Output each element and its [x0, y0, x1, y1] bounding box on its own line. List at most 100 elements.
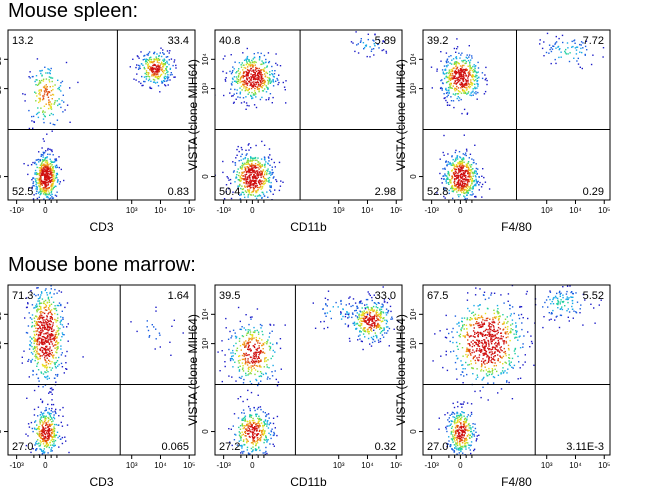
event-dot	[43, 164, 45, 167]
event-dot	[443, 97, 445, 100]
event-dot	[48, 181, 50, 183]
event-dot	[254, 186, 256, 188]
event-dot	[242, 417, 245, 419]
event-dot	[262, 191, 264, 194]
event-dot	[475, 170, 477, 172]
event-dot	[57, 424, 59, 426]
event-dot	[244, 428, 247, 430]
event-dot	[244, 79, 246, 82]
event-dot	[175, 67, 177, 69]
event-dot	[253, 94, 256, 96]
event-dot	[264, 157, 266, 159]
event-dot	[361, 307, 363, 309]
event-dot	[259, 439, 261, 441]
event-dot	[50, 328, 53, 330]
event-dot	[64, 306, 66, 309]
event-dot	[248, 456, 249, 457]
event-dot	[233, 68, 235, 70]
event-dot	[40, 307, 42, 309]
event-dot	[37, 439, 39, 441]
event-dot	[243, 352, 245, 355]
event-dot	[264, 439, 266, 441]
event-dot	[269, 434, 272, 436]
event-dot	[377, 339, 380, 341]
event-dot	[576, 46, 579, 48]
event-dot	[38, 435, 41, 438]
event-dot	[368, 324, 370, 326]
event-dot	[458, 165, 460, 167]
event-dot	[37, 294, 39, 296]
event-dot	[374, 314, 376, 316]
event-dot	[64, 436, 66, 438]
event-dot	[247, 75, 249, 77]
event-dot	[164, 85, 167, 87]
event-dot	[252, 188, 255, 190]
event-dot	[239, 437, 242, 439]
event-dot	[49, 415, 51, 417]
event-dot	[260, 437, 262, 439]
event-dot	[156, 66, 158, 68]
event-dot	[40, 449, 43, 451]
event-dot	[466, 93, 468, 95]
event-dot	[455, 64, 457, 66]
event-dot	[39, 170, 42, 172]
event-dot	[444, 173, 446, 175]
event-dot	[238, 355, 241, 357]
event-dot	[39, 187, 42, 189]
event-dot	[240, 85, 243, 88]
event-dot	[46, 302, 49, 304]
event-dot	[227, 177, 229, 179]
event-dot	[65, 362, 67, 364]
event-dot	[447, 80, 450, 83]
event-dot	[251, 176, 254, 178]
event-dot	[48, 446, 50, 449]
event-dot	[38, 177, 41, 179]
event-dot	[244, 430, 246, 433]
event-dot	[270, 81, 272, 84]
event-dot	[147, 79, 150, 82]
event-dot	[250, 318, 252, 320]
event-dot	[42, 118, 45, 120]
event-dot	[445, 60, 447, 63]
event-dot	[129, 66, 131, 68]
event-dot	[459, 183, 461, 185]
event-dot	[43, 420, 46, 423]
event-dot	[41, 324, 43, 326]
event-dot	[457, 78, 460, 80]
event-dot	[461, 187, 463, 189]
event-dot	[253, 76, 255, 78]
event-dot	[250, 83, 253, 85]
event-dot	[47, 421, 49, 423]
event-dot	[452, 190, 454, 193]
event-dot	[245, 178, 248, 181]
event-dot	[248, 366, 250, 368]
event-dot	[244, 416, 246, 419]
event-dot	[463, 198, 466, 200]
event-dot	[43, 181, 45, 183]
event-dot	[153, 72, 156, 75]
event-dot	[53, 354, 55, 356]
event-dot	[261, 433, 263, 436]
event-dot	[248, 163, 250, 166]
event-dot	[249, 430, 251, 433]
event-dot	[367, 33, 369, 35]
event-dot	[254, 195, 256, 197]
event-dot	[452, 164, 454, 166]
event-dot	[457, 172, 459, 175]
event-dot	[377, 302, 379, 304]
event-dot	[39, 204, 40, 205]
event-dot	[271, 330, 273, 332]
event-dot	[245, 173, 248, 176]
event-dot	[38, 305, 41, 307]
event-dot	[43, 326, 46, 329]
event-dot	[53, 423, 56, 426]
event-dot	[32, 369, 34, 372]
event-dot	[439, 158, 441, 160]
event-dot	[467, 171, 469, 173]
event-dot	[579, 51, 581, 53]
event-dot	[450, 71, 452, 73]
event-dot	[256, 207, 257, 208]
event-dot	[472, 74, 474, 76]
event-dot	[49, 391, 51, 393]
event-dot	[368, 313, 371, 315]
